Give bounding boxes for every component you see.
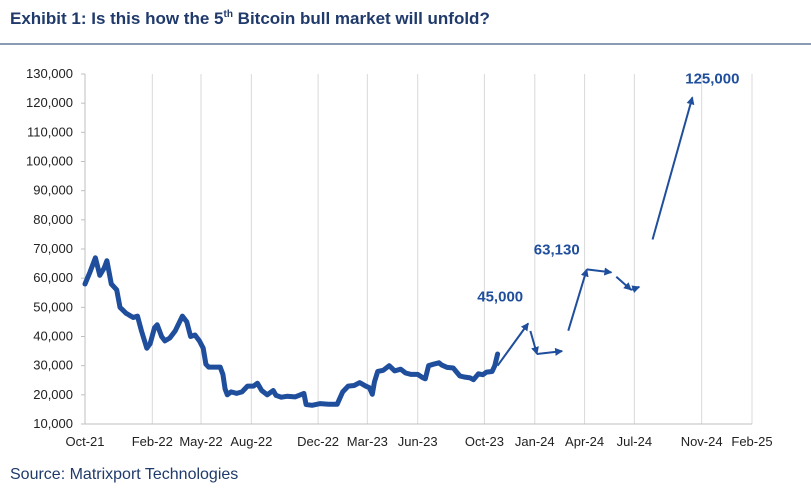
title-superscript: th [223, 9, 233, 20]
x-tick-label: Jan-24 [515, 434, 555, 449]
y-tick-label: 40,000 [33, 329, 73, 344]
projection-arrow [615, 275, 632, 291]
axes-layer: Oct-21 Feb-22 May-22 Aug-22 Dec-22 Mar-23 Jun-… [26, 66, 773, 449]
projection-arrow [536, 347, 564, 356]
source-note: Source: Matrixport Technologies [10, 466, 239, 483]
y-tick-label: 120,000 [26, 95, 73, 110]
y-tick-label: 60,000 [33, 270, 73, 285]
projection-layer [496, 96, 695, 367]
grid-layer [84, 74, 753, 424]
annotation-label: 45,000 [477, 288, 523, 305]
x-tick-label: Jun-23 [398, 434, 438, 449]
y-tick-label: 100,000 [26, 154, 73, 169]
x-tick-label: Dec-22 [297, 434, 339, 449]
title-divider [0, 43, 811, 45]
y-tick-label: 110,000 [27, 124, 73, 139]
annotation-label: 125,000 [685, 70, 739, 87]
y-tick-label: 70,000 [33, 241, 73, 256]
y-tick-label: 80,000 [33, 212, 73, 227]
y-tick-label: 10,000 [33, 416, 73, 431]
projection-arrow [567, 268, 589, 331]
x-tick-label: Mar-23 [347, 434, 388, 449]
projection-arrow [651, 96, 695, 240]
projection-arrow [586, 267, 613, 276]
x-tick-label: Nov-24 [681, 434, 723, 449]
projection-arrow [529, 330, 539, 355]
y-tick-label: 130,000 [26, 66, 73, 81]
x-tick-label: Apr-24 [565, 434, 604, 449]
x-tick-label: Oct-23 [465, 434, 504, 449]
x-tick-label: Oct-21 [65, 434, 104, 449]
x-tick-label: Aug-22 [230, 434, 272, 449]
x-tick-label: Feb-22 [132, 434, 173, 449]
x-tick-label: Feb-25 [731, 434, 772, 449]
annotation-label: 63,130 [534, 241, 580, 258]
title-post: Bitcoin bull market will unfold? [232, 9, 490, 28]
price-line [82, 255, 501, 408]
projection-arrow [496, 322, 530, 367]
x-tick-label: May-22 [179, 434, 222, 449]
x-tick-label: Jul-24 [617, 434, 652, 449]
y-tick-label: 90,000 [33, 183, 73, 198]
y-tick-label: 20,000 [33, 387, 73, 402]
series-layer [82, 255, 501, 408]
chart-title: Exhibit 1: Is this how the 5th Bitcoin b… [10, 9, 490, 29]
annotation-layer: 45,000 63,130 125,000 [477, 70, 739, 305]
title-pre: Exhibit 1: Is this how the 5 [10, 9, 224, 28]
y-tick-label: 50,000 [33, 299, 73, 314]
projection-arrow [630, 285, 641, 294]
y-tick-label: 30,000 [33, 358, 73, 373]
